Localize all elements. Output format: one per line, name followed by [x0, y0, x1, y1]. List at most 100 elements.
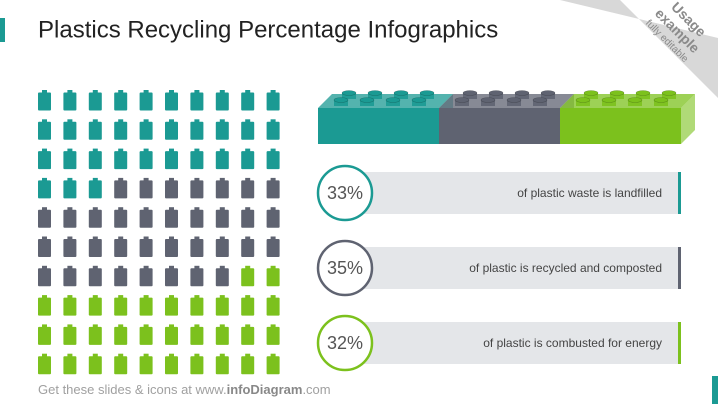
battery-icon — [165, 177, 178, 199]
battery-cap — [219, 265, 225, 269]
brick-stud-top — [514, 90, 530, 96]
battery-icon — [63, 353, 77, 375]
battery-icon — [190, 207, 204, 228]
battery-icon — [38, 236, 51, 257]
battery-body — [266, 268, 280, 287]
battery-body — [139, 92, 153, 111]
battery-icon — [266, 207, 280, 228]
battery-body — [38, 297, 51, 316]
brick-side — [681, 94, 695, 144]
stat-circle — [316, 239, 374, 297]
battery-body — [190, 268, 204, 287]
battery-body — [266, 180, 280, 199]
brick-stud-top — [609, 90, 625, 96]
battery-icon — [266, 177, 280, 199]
battery-icon — [266, 119, 280, 140]
battery-cap — [67, 265, 73, 269]
brick-stud-top — [540, 90, 556, 96]
battery-cap — [143, 207, 149, 211]
battery-body — [266, 326, 280, 345]
brick-stud-top — [480, 97, 496, 103]
battery-icon — [114, 119, 128, 140]
battery-cap — [143, 119, 149, 123]
battery-cap — [194, 295, 200, 299]
battery-body — [190, 356, 204, 375]
footer: Get these slides & icons at www.infoDiag… — [38, 382, 331, 397]
brick-stud-top — [653, 97, 669, 103]
battery-icon — [241, 207, 255, 228]
battery-cap — [270, 119, 276, 123]
battery-body — [215, 92, 229, 111]
battery-cap — [42, 236, 47, 240]
battery-cap — [92, 324, 98, 328]
battery-cap — [67, 353, 73, 357]
battery-icon — [215, 119, 229, 140]
battery-body — [38, 180, 51, 199]
battery-body — [38, 326, 51, 345]
battery-body — [139, 121, 153, 140]
battery-icon — [241, 119, 255, 140]
battery-icon — [38, 207, 51, 228]
brick — [439, 90, 574, 144]
battery-icon — [241, 295, 255, 316]
battery-icon — [114, 265, 128, 287]
battery-body — [215, 356, 229, 375]
battery-icon — [88, 295, 102, 316]
battery-cap — [219, 324, 225, 328]
brick-stud-top — [359, 97, 375, 103]
stat-circle — [316, 164, 374, 222]
battery-cap — [169, 148, 174, 152]
battery-body — [266, 297, 280, 316]
battery-cap — [118, 236, 124, 240]
battery-cap — [118, 353, 124, 357]
battery-cap — [42, 353, 47, 357]
brick-stud-top — [635, 90, 651, 96]
brick-stud — [386, 100, 400, 106]
battery-cap — [169, 119, 174, 123]
battery-icon — [165, 353, 178, 375]
battery-icon — [165, 119, 178, 140]
brick-stud — [628, 100, 642, 106]
battery-body — [63, 356, 77, 375]
battery-cap — [219, 207, 225, 211]
battery-cap — [194, 90, 200, 93]
battery-cap — [194, 207, 200, 211]
brick-front — [439, 108, 560, 144]
battery-body — [139, 151, 153, 170]
battery-body — [63, 326, 77, 345]
battery-icon — [266, 90, 280, 111]
footer-brand: infoDiagram — [227, 382, 303, 397]
battery-icon — [165, 295, 178, 316]
battery-body — [165, 121, 178, 140]
battery-body — [63, 92, 77, 111]
battery-cap — [92, 207, 98, 211]
battery-cap — [92, 148, 98, 152]
battery-cap — [219, 90, 225, 93]
battery-icon — [63, 148, 77, 170]
battery-icon — [114, 207, 128, 228]
battery-cap — [169, 177, 174, 181]
battery-cap — [270, 236, 276, 240]
corner-tab — [712, 376, 718, 404]
battery-body — [190, 297, 204, 316]
battery-icon — [139, 324, 153, 345]
battery-icon — [38, 90, 51, 111]
brick-stud-top — [583, 90, 599, 96]
battery-cap — [245, 207, 251, 211]
battery-icon — [88, 265, 102, 287]
battery-icon — [241, 177, 255, 199]
battery-icon — [88, 324, 102, 345]
battery-cap — [42, 119, 47, 123]
brick-stud — [654, 100, 668, 106]
battery-cap — [245, 324, 251, 328]
brick-stud — [636, 93, 650, 99]
battery-body — [215, 151, 229, 170]
battery-body — [114, 356, 128, 375]
battery-body — [241, 151, 255, 170]
battery-body — [241, 180, 255, 199]
battery-cap — [143, 265, 149, 269]
battery-icon — [241, 324, 255, 345]
battery-body — [165, 297, 178, 316]
battery-body — [215, 326, 229, 345]
battery-icon — [215, 236, 229, 257]
